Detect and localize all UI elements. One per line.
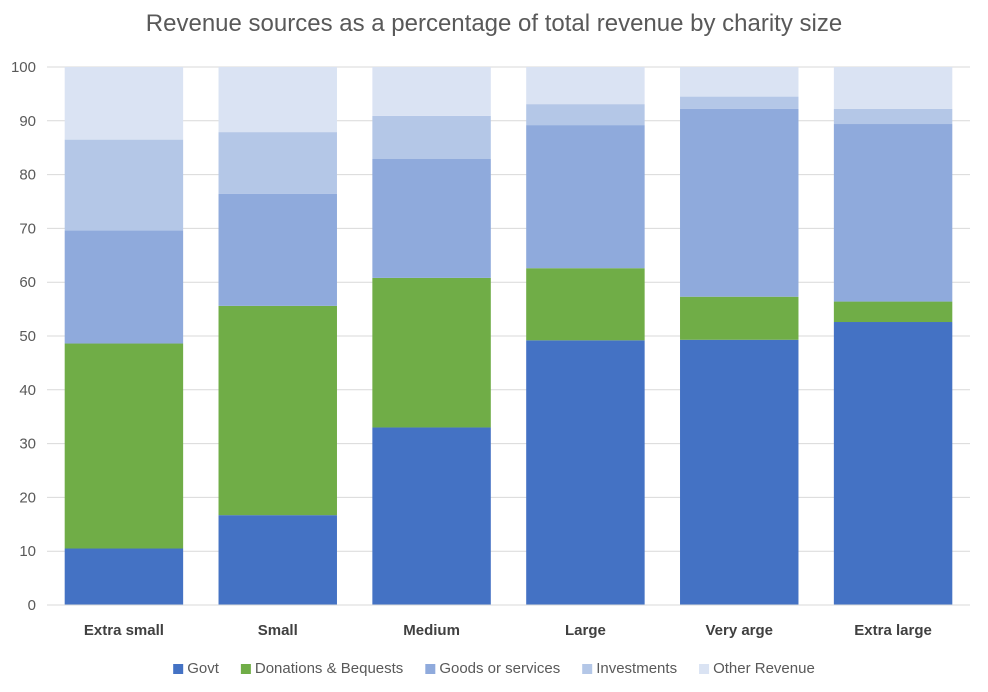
x-tick-label: Small [258, 622, 298, 639]
chart-title: Revenue sources as a percentage of total… [145, 10, 843, 37]
legend-item: Govt [173, 660, 220, 677]
x-tick-label: Extra large [854, 622, 932, 639]
bar-segment [372, 277, 491, 428]
bar-segment [372, 158, 491, 278]
bar-segment [372, 427, 491, 605]
bar-segment [833, 108, 953, 125]
bar-segment [64, 67, 184, 140]
bar-segment [218, 305, 337, 516]
legend-label: Goods or services [439, 660, 560, 677]
bar-segment [680, 96, 799, 109]
y-tick-label: 10 [19, 543, 36, 560]
legend-item: Goods or services [425, 660, 560, 677]
gridlines [47, 66, 970, 606]
legend-label: Govt [187, 660, 220, 677]
legend-swatch [173, 664, 184, 674]
bar-segment [64, 230, 184, 344]
bar-segment [218, 67, 337, 133]
x-tick-label: Large [565, 622, 606, 639]
bar-segment [680, 339, 799, 605]
y-tick-label: 20 [19, 489, 36, 506]
legend-label: Donations & Bequests [255, 660, 403, 677]
bar-segment [833, 301, 953, 323]
x-tick-label: Extra small [84, 622, 164, 639]
y-tick-label: 30 [19, 436, 36, 453]
y-tick-label: 90 [19, 113, 36, 130]
bar-segment [833, 322, 953, 605]
legend-label: Investments [596, 660, 677, 677]
bar-segment [526, 104, 645, 126]
bar-segment [833, 124, 953, 302]
x-tick-label: Medium [403, 622, 460, 639]
bar-segment [64, 343, 184, 549]
legend: Govt Donations & Bequests Goods or service… [173, 660, 815, 677]
legend-item: Donations & Bequests [240, 660, 403, 677]
y-tick-label: 80 [19, 167, 36, 184]
bar-segment [680, 67, 799, 97]
y-tick-label: 60 [19, 274, 36, 291]
x-axis: Extra small Small Medium Large Very arge Extr… [47, 604, 970, 639]
bar-segment [526, 268, 645, 341]
bar-segment [372, 67, 491, 116]
y-tick-label: 50 [19, 328, 36, 345]
bar-segment [833, 67, 953, 109]
bar-segment [64, 548, 184, 605]
legend-label: Other Revenue [713, 660, 815, 677]
bar-segment [372, 115, 491, 159]
legend-swatch [699, 664, 710, 674]
legend-swatch [240, 664, 251, 674]
y-tick-label: 40 [19, 382, 36, 399]
bar-segment [680, 108, 799, 297]
legend-item: Investments [582, 660, 677, 677]
y-tick-label: 0 [28, 597, 36, 614]
legend-swatch [425, 664, 436, 674]
y-tick-label: 100 [11, 59, 36, 76]
bar-segment [64, 139, 184, 231]
bar-segment [218, 193, 337, 306]
bar-segment [680, 296, 799, 340]
bars [64, 67, 953, 605]
y-axis: 0 10 20 30 40 50 60 70 80 90 100 [11, 59, 36, 614]
bar-segment [526, 340, 645, 605]
bar-segment [526, 67, 645, 105]
legend-swatch [582, 664, 593, 674]
y-tick-label: 70 [19, 220, 36, 237]
bar-segment [218, 515, 337, 605]
bar-segment [526, 125, 645, 269]
x-tick-label: Very arge [705, 622, 773, 639]
legend-item: Other Revenue [699, 660, 815, 677]
bar-segment [218, 132, 337, 194]
